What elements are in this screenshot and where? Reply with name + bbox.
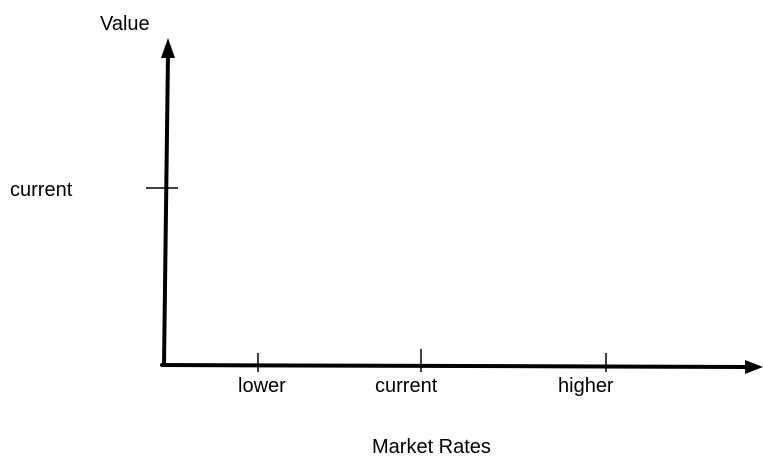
x-tick-label-higher: higher xyxy=(558,375,614,397)
x-tick-label-lower: lower xyxy=(238,375,286,397)
x-tick-label-current: current xyxy=(375,375,438,397)
y-axis xyxy=(162,52,170,367)
y-axis-title: Value xyxy=(100,13,150,35)
x-axis-title: Market Rates xyxy=(372,436,491,458)
x-axis xyxy=(160,363,752,369)
y-axis-arrowhead xyxy=(161,38,175,58)
y-tick-label-current: current xyxy=(10,179,73,201)
x-axis-arrowhead xyxy=(745,360,763,374)
